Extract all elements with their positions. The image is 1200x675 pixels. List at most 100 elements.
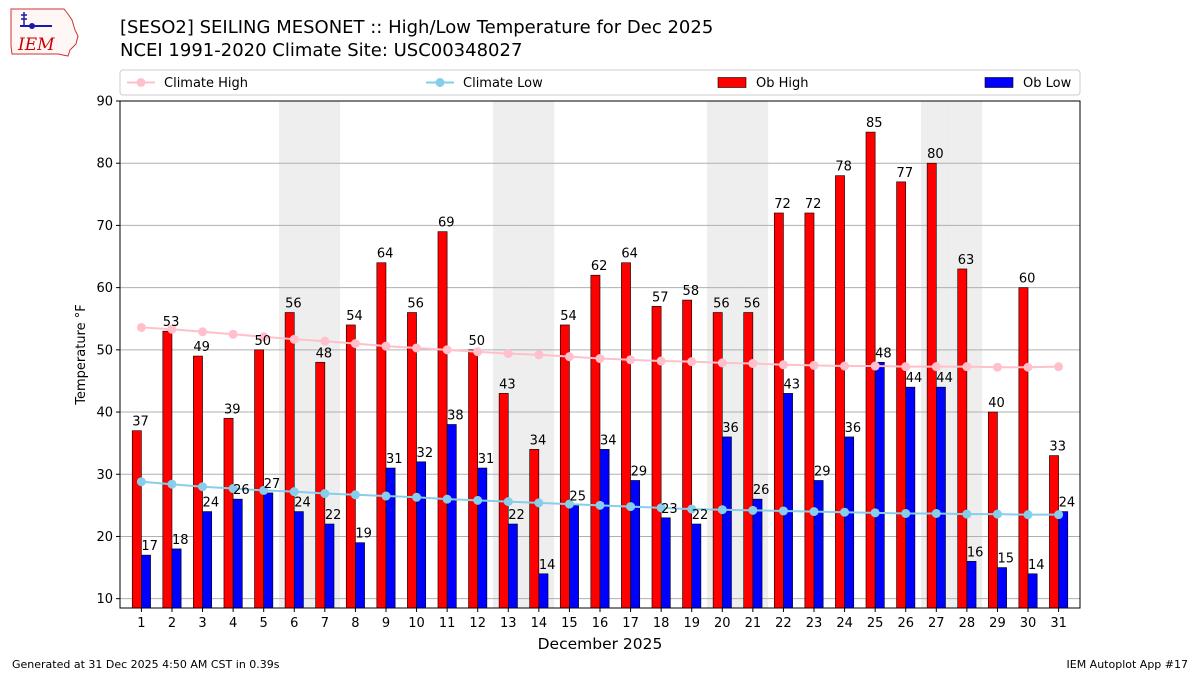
ob-high-bar bbox=[682, 299, 693, 609]
x-tick-label: 22 bbox=[775, 616, 792, 631]
ob-low-label: 34 bbox=[600, 433, 617, 448]
ob-low-label: 19 bbox=[355, 527, 372, 542]
climate-low-point bbox=[136, 477, 146, 487]
ob-high-bar bbox=[559, 324, 570, 609]
climate-high-point bbox=[809, 360, 819, 370]
climate-low-point bbox=[717, 505, 727, 515]
y-tick-label: 70 bbox=[96, 219, 113, 234]
ob-high-bar bbox=[1018, 287, 1029, 609]
climate-low-point bbox=[289, 487, 299, 497]
x-tick-label: 10 bbox=[408, 616, 425, 631]
ob-high-bar bbox=[712, 312, 723, 609]
ob-low-bar bbox=[783, 393, 793, 609]
climate-high-point bbox=[1023, 362, 1033, 372]
ob-low-bar bbox=[1058, 511, 1069, 609]
climate-high-point bbox=[412, 343, 422, 353]
ob-low-label: 36 bbox=[722, 421, 739, 436]
climate-low-point bbox=[778, 506, 788, 516]
climate-low-point bbox=[473, 495, 483, 505]
climate-high-point bbox=[992, 362, 1002, 372]
x-tick-label: 20 bbox=[714, 616, 731, 631]
climate-low-point bbox=[534, 498, 544, 508]
ob-high-label: 69 bbox=[438, 216, 455, 231]
ob-low-bar bbox=[355, 542, 365, 609]
ob-high-label: 64 bbox=[377, 247, 394, 262]
ob-high-bar bbox=[407, 312, 417, 609]
climate-low-point bbox=[412, 492, 422, 502]
ob-low-label: 29 bbox=[814, 464, 831, 479]
ob-high-label: 63 bbox=[958, 253, 975, 268]
climate-low-point bbox=[564, 499, 574, 509]
climate-low-point bbox=[962, 509, 972, 519]
ob-low-label: 24 bbox=[1059, 496, 1076, 511]
ob-low-label: 44 bbox=[936, 371, 953, 386]
ob-high-bar bbox=[131, 430, 142, 609]
ob-high-label: 60 bbox=[1019, 272, 1036, 287]
climate-low-point bbox=[259, 485, 269, 495]
ob-low-bar bbox=[599, 449, 610, 609]
climate-high-point bbox=[198, 327, 208, 337]
ob-high-bar bbox=[621, 262, 631, 609]
ob-high-label: 48 bbox=[316, 346, 333, 361]
climate-high-point bbox=[901, 362, 911, 372]
y-tick-label: 10 bbox=[96, 592, 113, 607]
x-tick-label: 16 bbox=[592, 616, 609, 631]
x-tick-label: 4 bbox=[229, 616, 237, 631]
climate-high-point bbox=[350, 339, 360, 349]
iem-logo: IEM bbox=[10, 8, 79, 57]
climate-high-point bbox=[626, 355, 636, 365]
ob-high-bar bbox=[835, 175, 845, 609]
x-tick-label: 19 bbox=[683, 616, 700, 631]
ob-high-label: 58 bbox=[683, 284, 700, 299]
ob-high-label: 72 bbox=[774, 197, 791, 212]
ob-high-label: 56 bbox=[744, 297, 761, 312]
ob-low-bar bbox=[813, 480, 824, 609]
ob-high-bar bbox=[193, 355, 203, 609]
ob-low-bar bbox=[752, 498, 763, 609]
ob-low-label: 14 bbox=[539, 558, 556, 573]
x-tick-label: 29 bbox=[989, 616, 1006, 631]
x-tick-label: 3 bbox=[198, 616, 206, 631]
ob-low-bar bbox=[263, 492, 274, 609]
climate-low-point bbox=[626, 502, 636, 512]
ob-low-label: 48 bbox=[875, 346, 892, 361]
x-axis-label: December 2025 bbox=[538, 635, 663, 653]
x-tick-label: 24 bbox=[836, 616, 853, 631]
climate-high-point bbox=[534, 350, 544, 360]
ob-high-bar bbox=[223, 417, 234, 609]
climate-high-point bbox=[931, 362, 941, 372]
ob-high-label: 80 bbox=[927, 147, 944, 162]
climate-low-point bbox=[381, 491, 391, 501]
ob-low-bar bbox=[1027, 573, 1038, 609]
ob-high-bar bbox=[773, 212, 784, 609]
climate-low-point bbox=[931, 508, 941, 518]
climate-low-point bbox=[503, 497, 513, 507]
x-tick-label: 18 bbox=[653, 616, 670, 631]
climate-low-point bbox=[870, 508, 880, 518]
ob-high-bar bbox=[957, 268, 968, 609]
ob-high-label: 43 bbox=[499, 377, 516, 392]
climate-low-point bbox=[167, 479, 177, 489]
ob-low-bar bbox=[232, 498, 243, 609]
ob-high-bar bbox=[529, 449, 540, 609]
ob-low-label: 23 bbox=[661, 502, 678, 517]
y-axis-label: Temperature °F bbox=[74, 304, 89, 405]
ob-high-label: 57 bbox=[652, 290, 669, 305]
ob-low-bar bbox=[660, 517, 671, 609]
ob-low-bar bbox=[416, 461, 427, 609]
y-tick-label: 30 bbox=[96, 468, 113, 483]
ob-low-label: 44 bbox=[906, 371, 923, 386]
climate-high-point bbox=[687, 357, 697, 367]
ob-low-bar bbox=[721, 436, 732, 609]
climate-low-point bbox=[595, 500, 605, 510]
ob-high-label: 77 bbox=[897, 166, 914, 181]
ob-high-label: 54 bbox=[560, 309, 577, 324]
ob-high-bar bbox=[896, 181, 907, 609]
ob-high-label: 50 bbox=[469, 334, 486, 349]
ob-low-label: 32 bbox=[417, 446, 434, 461]
y-tick-label: 50 bbox=[96, 343, 113, 358]
climate-high-point bbox=[228, 329, 238, 339]
x-tick-label: 13 bbox=[500, 616, 517, 631]
ob-low-bar bbox=[202, 511, 213, 609]
ob-low-bar bbox=[141, 554, 151, 609]
